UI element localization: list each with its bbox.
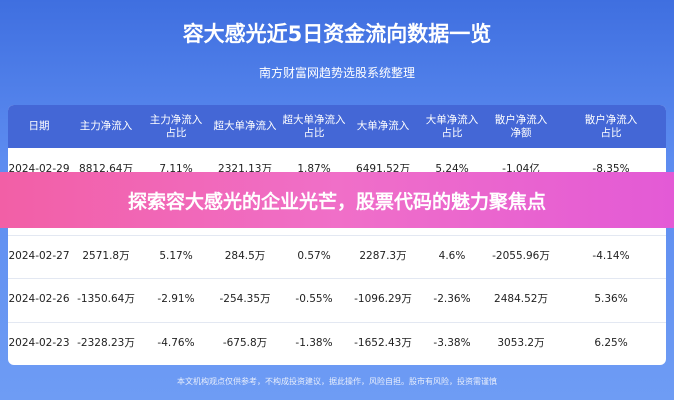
table-cell: -1.38% — [295, 336, 333, 349]
table-cell: -2.91% — [157, 293, 195, 306]
table-cell: -1652.43万 — [354, 336, 412, 349]
table-cell: -254.35万 — [219, 293, 271, 306]
column-header: 散户净流入 净额 — [494, 113, 548, 139]
table-cell: 5.17% — [159, 249, 193, 262]
table-cell: -0.55% — [295, 293, 333, 306]
table-cell: -4.76% — [157, 336, 195, 349]
table-cell: -4.14% — [592, 249, 630, 262]
column-header: 主力净流入 — [79, 120, 133, 132]
table-cell: -1096.29万 — [354, 293, 412, 306]
table-cell: 0.57% — [297, 249, 331, 262]
column-header: 超大单净流入 — [213, 120, 277, 132]
row-divider — [8, 278, 666, 280]
table: 日期 主力净流入 主力净流入 占比 超大单净流入 超大单净流入 占比 大单净流入 大单净流入… — [8, 105, 666, 365]
table-cell: 2024-02-23 — [8, 336, 70, 349]
table-cell: -2328.23万 — [77, 336, 135, 349]
footer: 本文机构观点仅供参考，不构成投资建议，据此操作，风险自担。股市有风险，投资需谨慎 — [177, 377, 497, 386]
table-cell: -2.36% — [433, 293, 471, 306]
table-header: 日期 主力净流入 主力净流入 占比 超大单净流入 超大单净流入 占比 大单净流入 大单净流入… — [8, 105, 666, 148]
column-header: 主力净流入 占比 — [149, 113, 203, 139]
subtitle: 南方财富网趋势选股系统整理 — [258, 66, 415, 80]
table-cell: -3.38% — [433, 336, 471, 349]
table-cell: 2484.52万 — [494, 293, 548, 306]
column-header: 散户净流入 占比 — [584, 113, 638, 139]
table-cell: 2024-02-26 — [8, 293, 70, 306]
table-cell: -2055.96万 — [492, 249, 550, 262]
table-cell: 2571.8万 — [82, 249, 130, 262]
table-cell: 4.6% — [438, 249, 466, 262]
table-cell: 5.36% — [594, 293, 628, 306]
table-cell: 284.5万 — [224, 249, 266, 262]
table-cell: 3053.2万 — [497, 336, 545, 349]
table-cell: 2024-02-27 — [8, 249, 70, 262]
table-cell: 6.25% — [594, 336, 628, 349]
column-header: 大单净流入 占比 — [425, 113, 479, 139]
column-header: 大单净流入 — [356, 120, 410, 132]
table-cell: 2287.3万 — [359, 249, 407, 262]
banner: 探索容大感光的企业光芒，股票代码的魅力聚焦点 — [0, 172, 674, 228]
row-divider — [8, 234, 666, 236]
table-cell: -1350.64万 — [77, 293, 135, 306]
title: 容大感光近5日资金流向数据一览 — [182, 22, 492, 46]
column-header: 日期 — [28, 120, 50, 132]
column-header: 超大单净流入 占比 — [282, 113, 346, 139]
row-divider — [8, 321, 666, 323]
table-cell: -675.8万 — [222, 336, 268, 349]
